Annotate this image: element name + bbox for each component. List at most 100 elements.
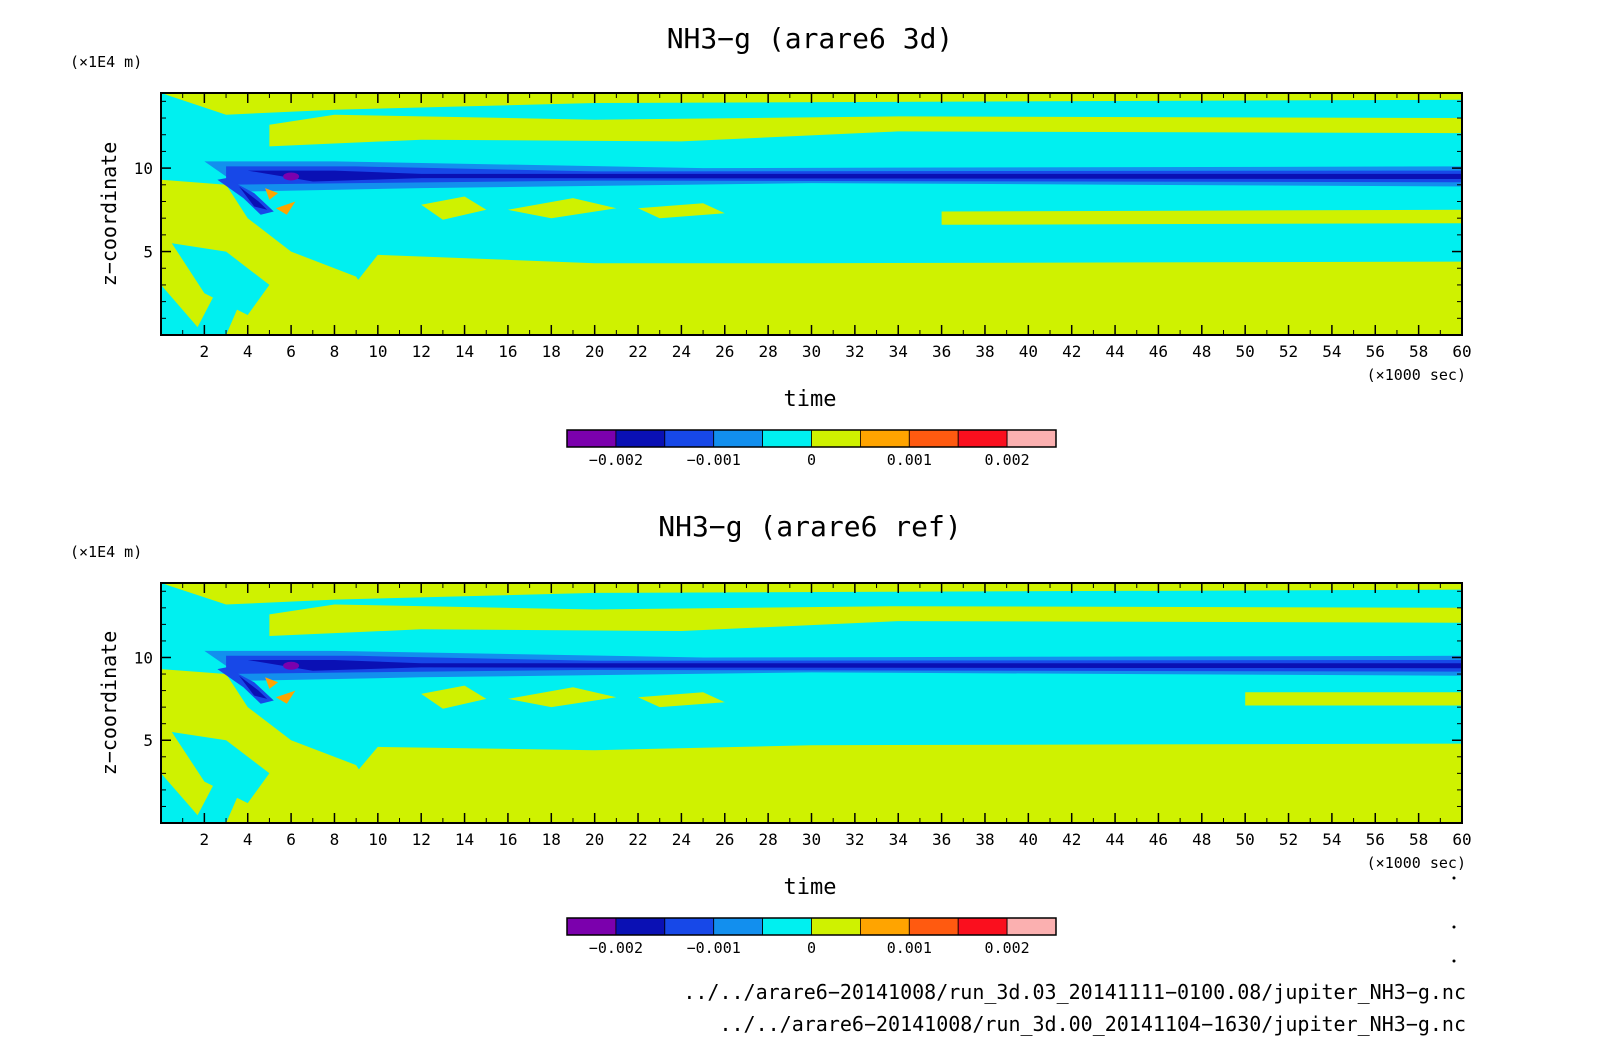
x-tick-label: 48 — [1192, 342, 1211, 361]
x-tick-label: 50 — [1236, 830, 1255, 849]
y-unit-label: (×1E4 m) — [70, 53, 142, 71]
chart-title: NH3−g (arare6 3d) — [667, 22, 954, 55]
x-tick-label: 34 — [889, 342, 908, 361]
middle-positive-band — [941, 209, 1462, 225]
middle-positive-band — [1245, 692, 1462, 706]
x-tick-label: 44 — [1105, 830, 1124, 849]
x-tick-label: 24 — [672, 342, 691, 361]
top-positive-band — [161, 93, 1462, 115]
x-tick-label: 40 — [1019, 830, 1038, 849]
x-tick-label: 6 — [286, 342, 296, 361]
y-tick-label: 10 — [134, 159, 153, 178]
colorbar-segment — [713, 429, 764, 448]
x-tick-label: 6 — [286, 830, 296, 849]
x-tick-label: 46 — [1149, 830, 1168, 849]
x-tick-label: 46 — [1149, 342, 1168, 361]
x-tick-label: 22 — [628, 830, 647, 849]
y-unit-label: (×1E4 m) — [70, 543, 142, 561]
colorbar-tick-label: 0.001 — [887, 451, 932, 469]
x-tick-label: 18 — [542, 342, 561, 361]
positive-spot — [265, 677, 279, 689]
x-tick-label: 32 — [845, 342, 864, 361]
file-path-ref: ../../arare6−20141008/run_3d.00_20141104… — [719, 1012, 1466, 1036]
x-tick-label: 52 — [1279, 342, 1298, 361]
colorbar-segment — [664, 429, 715, 448]
x-tick-label: 28 — [759, 342, 778, 361]
x-tick-label: 36 — [932, 342, 951, 361]
negative-minimum — [283, 661, 300, 670]
colorbar-segment — [957, 429, 1008, 448]
x-axis-label: time — [784, 875, 837, 900]
colorbar-tick-label: −0.001 — [687, 451, 741, 469]
colorbar-segment — [566, 917, 617, 936]
x-tick-label: 44 — [1105, 342, 1124, 361]
x-tick-label: 52 — [1279, 830, 1298, 849]
colorbar-segment — [1006, 429, 1057, 448]
diagonal-negative-core — [239, 186, 268, 210]
y-axis-label: z−coordinate — [97, 631, 121, 776]
top-positive-band — [161, 583, 1462, 605]
colorbar-tick-label: 0.001 — [887, 939, 932, 957]
diagonal-negative-core — [239, 675, 268, 699]
x-tick-label: 2 — [200, 342, 210, 361]
file-path-3d: ../../arare6−20141008/run_3d.03_20141111… — [683, 980, 1466, 1004]
x-unit-label: (×1000 sec) — [1367, 854, 1466, 872]
colorbar-frame — [566, 429, 1057, 448]
x-tick-label: 34 — [889, 830, 908, 849]
x-tick-label: 40 — [1019, 342, 1038, 361]
plot-area — [161, 93, 1462, 335]
x-tick-label: 24 — [672, 830, 691, 849]
colorbar-segment — [860, 429, 910, 448]
colorbar-segment — [811, 429, 861, 448]
colorbar-segment — [957, 917, 1008, 936]
x-tick-label: 14 — [455, 342, 474, 361]
positive-spot — [275, 201, 296, 215]
x-tick-label: 20 — [585, 830, 604, 849]
lower-positive-region — [161, 743, 1462, 823]
colorbar-tick-label: −0.002 — [589, 939, 643, 957]
x-tick-label: 4 — [243, 830, 253, 849]
x-tick-label: 50 — [1236, 342, 1255, 361]
positive-blob — [421, 196, 487, 220]
colorbar-segment — [713, 917, 764, 936]
x-tick-label: 28 — [759, 830, 778, 849]
positive-blob — [507, 687, 617, 708]
positive-blob — [421, 685, 487, 709]
x-axis-label: time — [784, 387, 837, 412]
x-tick-label: 48 — [1192, 830, 1211, 849]
x-tick-label: 42 — [1062, 830, 1081, 849]
panel-3d: NH3−g (arare6 3d)(×1E4 m)2 4 6 8 10 12 14 16 18 2… — [70, 22, 1472, 469]
positive-blob — [638, 692, 725, 708]
colorbar-segment — [664, 917, 715, 936]
x-tick-label: 8 — [330, 342, 340, 361]
colorbar-frame — [566, 917, 1057, 936]
colorbar-segment — [908, 917, 959, 936]
colorbar-segment — [811, 917, 861, 936]
upper-positive-band — [269, 114, 1462, 147]
negative-layer-core — [247, 170, 1462, 182]
y-axis-label: z−coordinate — [97, 142, 121, 287]
x-tick-label: 56 — [1366, 342, 1385, 361]
x-tick-label: 26 — [715, 830, 734, 849]
chart-title: NH3−g (arare6 ref) — [658, 510, 961, 543]
x-tick-label: 16 — [498, 830, 517, 849]
x-tick-label: 36 — [932, 830, 951, 849]
x-tick-label: 4 — [243, 342, 253, 361]
x-tick-label: 10 — [368, 342, 387, 361]
colorbar-tick-label: 0 — [807, 939, 816, 957]
colorbar-tick-label: 0 — [807, 451, 816, 469]
x-tick-label: 58 — [1409, 830, 1428, 849]
plot-area — [161, 583, 1462, 823]
x-tick-label: 26 — [715, 342, 734, 361]
colorbar-tick-label: 0.002 — [985, 451, 1030, 469]
colorbar-segment — [762, 429, 812, 448]
x-unit-label: (×1000 sec) — [1367, 366, 1466, 384]
positive-spot — [265, 188, 279, 200]
x-tick-label: 60 — [1452, 342, 1471, 361]
positive-blob — [638, 203, 725, 219]
x-tick-label: 12 — [412, 342, 431, 361]
left-negative-foot — [193, 773, 248, 823]
marker-dot — [1452, 959, 1456, 963]
y-tick-label: 10 — [134, 648, 153, 667]
